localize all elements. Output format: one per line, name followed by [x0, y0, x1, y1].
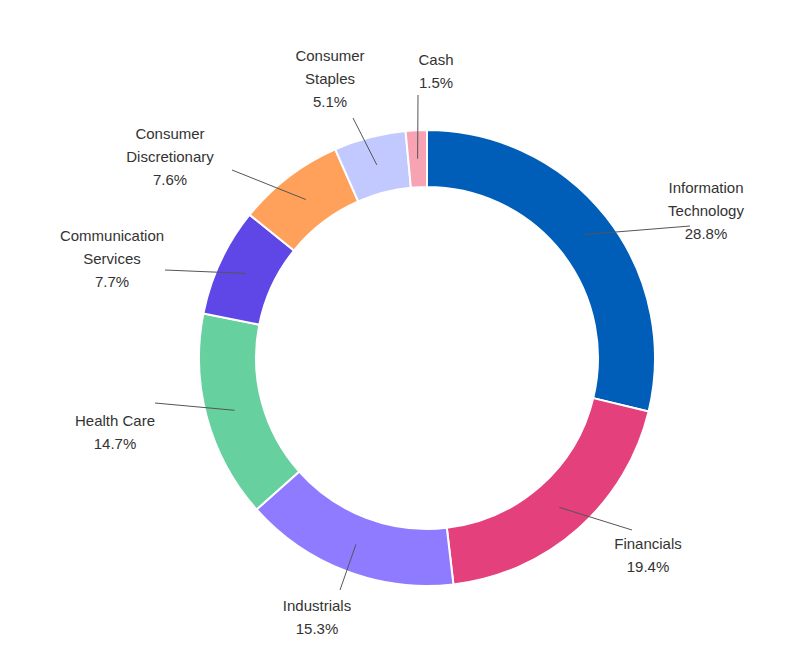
slice-label: Financials — [614, 535, 682, 552]
slice-label: Cash — [418, 51, 453, 68]
slice-label: Communication Services — [60, 227, 164, 267]
slice — [257, 472, 454, 586]
slice — [406, 130, 427, 188]
leader-line — [232, 170, 306, 200]
leader-line — [584, 226, 690, 235]
chart-svg: Information Technology 28.8% Financials 19.4… — [0, 0, 811, 671]
value-label: 28.8% — [685, 225, 728, 242]
value-label: 1.5% — [419, 74, 453, 91]
slice-label: Health Care — [75, 412, 155, 429]
leader-line — [165, 270, 246, 273]
labels: Information Technology 28.8% Financials 19.4… — [60, 47, 745, 637]
slice-label-line: Industrials — [283, 597, 351, 614]
value-label: 15.3% — [296, 620, 339, 637]
slice-label-line: Financials — [614, 535, 682, 552]
leader-line — [155, 403, 234, 410]
value-label: 7.7% — [95, 273, 129, 290]
value-label: 14.7% — [94, 435, 137, 452]
slice-label-line: Health Care — [75, 412, 155, 429]
value-label: 5.1% — [313, 93, 347, 110]
slice-label-line: Consumer — [135, 125, 204, 142]
slice-label-line: Technology — [668, 202, 744, 219]
leader-line — [559, 507, 632, 530]
slice — [199, 314, 299, 510]
slice-label-line: Staples — [305, 70, 355, 87]
slice-label: Information Technology — [668, 179, 744, 219]
slice — [427, 130, 655, 412]
slice-label: Consumer Staples — [295, 47, 364, 87]
slice-label-line: Discretionary — [126, 148, 214, 165]
slice-label-line: Consumer — [295, 47, 364, 64]
slice-label: Industrials — [283, 597, 351, 614]
slice — [447, 398, 649, 584]
slice-label-line: Information — [668, 179, 743, 196]
slice-label-line: Cash — [418, 51, 453, 68]
value-label: 7.6% — [153, 171, 187, 188]
value-label: 19.4% — [627, 558, 670, 575]
chart-container: Information Technology 28.8% Financials 19.4… — [0, 0, 811, 671]
leader-line — [417, 95, 418, 159]
slices — [199, 130, 655, 586]
slice-label-line: Services — [83, 250, 141, 267]
slice-label-line: Communication — [60, 227, 164, 244]
slice-label: Consumer Discretionary — [126, 125, 214, 165]
slice — [335, 131, 411, 201]
leader-line — [340, 544, 356, 590]
leader-line — [353, 118, 377, 165]
